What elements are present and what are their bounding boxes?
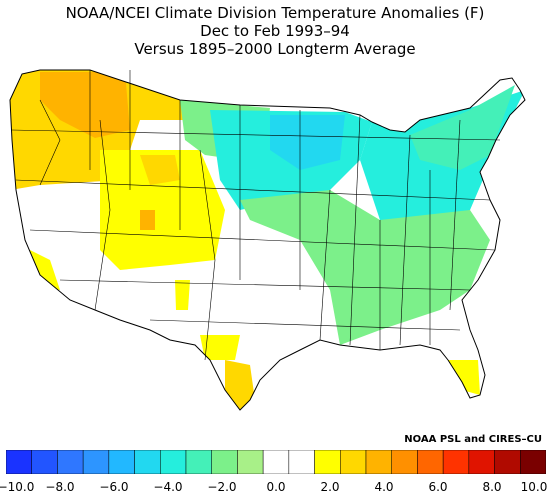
legend-swatch (520, 450, 546, 474)
legend-swatch (108, 450, 135, 474)
legend-swatch (262, 450, 290, 474)
legend-swatch (417, 450, 444, 474)
map-subtitle-period: Dec to Feb 1993–94 (200, 22, 350, 40)
legend-tick-label: −4.0 (153, 480, 183, 494)
legend-swatch (57, 450, 84, 474)
legend-swatch (237, 450, 264, 474)
legend-swatch (288, 450, 315, 474)
legend-tick-label: 8.0 (482, 480, 502, 494)
legend-swatch (468, 450, 495, 474)
credit-label: NOAA PSL and CIRES–CU (404, 434, 542, 445)
legend-tick-labels: −10.0 −8.0 −6.0 −4.0 −2.0 0.0 2.0 4.0 6.0 8.0 10.0 (0, 480, 550, 496)
legend-swatch (134, 450, 161, 474)
map-subtitle-baseline: Versus 1895–2000 Longterm Average (134, 40, 416, 58)
legend-swatch (391, 450, 418, 474)
legend-tick-label: −8.0 (45, 480, 75, 494)
legend-tick-label: −2.0 (207, 480, 237, 494)
legend-tick-label: 0.0 (266, 480, 286, 494)
legend-swatch (365, 450, 392, 474)
legend-tick-label: −6.0 (99, 480, 129, 494)
legend-tick-label: 10.0 (520, 480, 548, 494)
legend-tick-label: −10.0 (0, 480, 35, 494)
legend-swatch (442, 450, 470, 474)
legend-swatch (6, 450, 32, 474)
legend-tick-label: 2.0 (320, 480, 340, 494)
legend-swatch (82, 450, 110, 474)
legend-tick-label: 6.0 (428, 480, 448, 494)
us-climate-division-map (9, 69, 526, 411)
legend-swatch (31, 450, 58, 474)
map-title: NOAA/NCEI Climate Division Temperature A… (65, 4, 485, 22)
legend-swatch (314, 450, 341, 474)
legend-swatch (340, 450, 367, 474)
color-legend (6, 450, 546, 474)
legend-swatch (160, 450, 187, 474)
legend-swatch (494, 450, 521, 474)
legend-tick-label: 4.0 (374, 480, 394, 494)
legend-swatch (211, 450, 238, 474)
legend-swatch (185, 450, 212, 474)
